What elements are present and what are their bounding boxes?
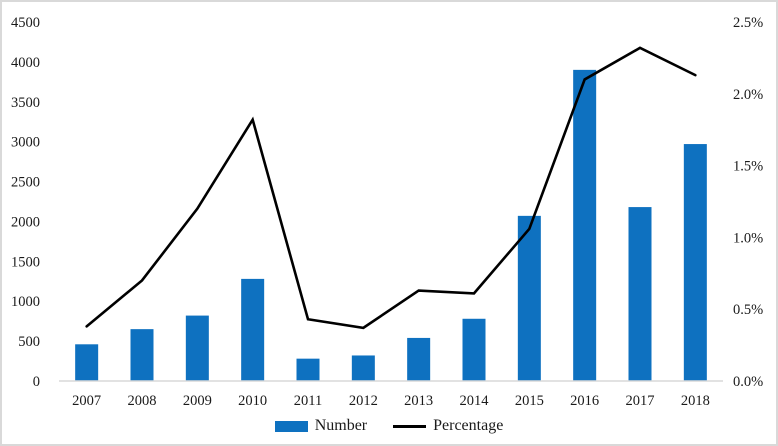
left-axis-tick-label: 1500	[11, 254, 40, 270]
right-axis-tick-label: 0.0%	[733, 374, 763, 390]
chart-legend: Number Percentage	[2, 418, 776, 434]
x-axis-label-2018: 2018	[681, 393, 710, 406]
percentage-line	[85, 46, 697, 330]
x-axis-label-2016: 2016	[570, 393, 599, 406]
left-axis-tick-label: 3000	[11, 135, 40, 151]
x-axis-label-2008: 2008	[128, 393, 157, 406]
right-axis-tick-label: 2.0%	[733, 87, 763, 103]
combo-bar-line-chart: 0 500 1000 1500 2000 2500 3000 3500 4000 4500 0.0%…	[11, 15, 763, 406]
bar-2016	[573, 69, 597, 381]
x-axis-label-2014: 2014	[460, 393, 490, 406]
legend-label-percentage: Percentage	[433, 417, 504, 434]
right-axis-tick-label: 2.5%	[733, 15, 763, 31]
x-axis-label-2009: 2009	[183, 393, 212, 406]
bar-2009	[185, 315, 209, 381]
bar-2013	[407, 337, 431, 381]
bar-2007	[75, 344, 99, 381]
left-axis-tick-label: 2500	[11, 175, 40, 191]
left-axis-tick-label: 500	[18, 334, 40, 350]
bar-2008	[130, 329, 154, 381]
x-axis-label-2017: 2017	[626, 393, 655, 406]
x-axis-label-2013: 2013	[404, 393, 433, 406]
left-axis-tick-label: 3500	[11, 95, 40, 111]
bar-2018	[683, 144, 707, 381]
right-axis-tick-label: 1.0%	[733, 230, 763, 246]
right-axis-tick-label: 0.5%	[733, 302, 763, 318]
bar-2011	[296, 358, 320, 381]
x-axis-label-2012: 2012	[349, 393, 378, 406]
bar-2015	[517, 215, 541, 381]
left-axis-tick-label: 1000	[11, 294, 40, 310]
bar-2010	[241, 278, 265, 381]
right-axis-tick-label: 1.5%	[733, 159, 763, 175]
x-axis-label-2010: 2010	[238, 393, 267, 406]
x-axis-label-2015: 2015	[515, 393, 544, 406]
legend-item-percentage: Percentage	[393, 418, 503, 434]
legend-item-number: Number	[274, 417, 368, 434]
bar-2012	[351, 355, 375, 381]
left-axis-tick-label: 2000	[11, 214, 40, 230]
left-axis-tick-label: 0	[33, 374, 40, 390]
left-axis-tick-label: 4000	[11, 55, 40, 71]
legend-label-number: Number	[314, 417, 368, 434]
x-axis-label-2007: 2007	[72, 393, 101, 406]
line-series-swatch-icon	[393, 424, 427, 428]
bar-series-swatch-icon	[274, 420, 308, 432]
left-axis-tick-label: 4500	[11, 15, 40, 31]
x-axis-label-2011: 2011	[294, 393, 322, 406]
bar-2014	[462, 318, 486, 381]
bar-2017	[628, 207, 652, 381]
